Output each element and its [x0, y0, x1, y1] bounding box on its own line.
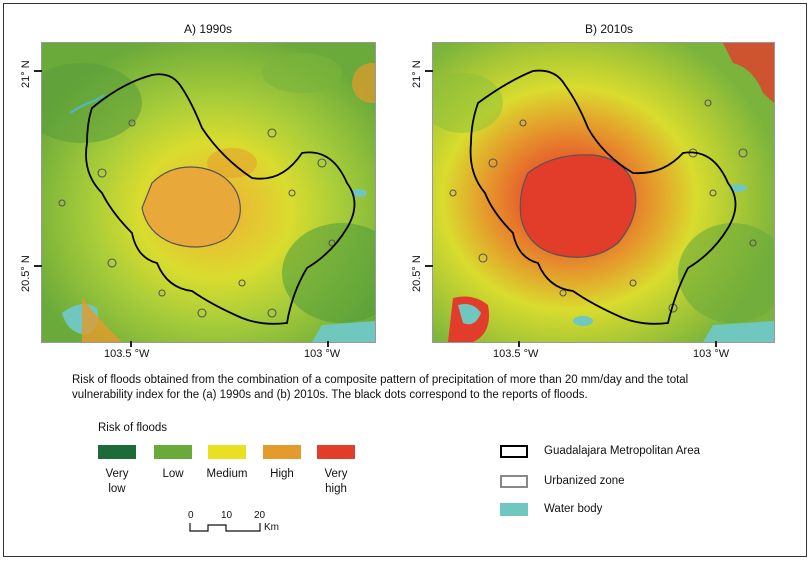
lon-label-103-a: 103 °W: [304, 348, 341, 360]
map-title-1990s: A) 1990s: [184, 22, 233, 36]
lon-tick-1035-a: [130, 341, 132, 347]
lat-tick-21-a: [34, 70, 42, 72]
swatch-very-low: [98, 445, 136, 459]
legend-urbanized-box: [500, 475, 528, 488]
lon-label-103-b: 103 °W: [693, 348, 730, 360]
scale-tick-0: 0: [188, 510, 194, 521]
lon-tick-103-b: [715, 341, 717, 347]
lon-label-1035-b: 103.5 °W: [493, 348, 539, 360]
scale-unit: Km: [264, 522, 279, 533]
lon-tick-103-a: [327, 341, 329, 347]
swatch-medium: [208, 445, 246, 459]
figure-frame: [3, 3, 807, 557]
lat-label-205-a: 20.5° N: [20, 255, 32, 292]
lat-label-21-a: 21° N: [20, 60, 32, 88]
label-very-high: Very high: [324, 468, 348, 495]
legend-urbanized-label: Urbanized zone: [544, 475, 625, 487]
scale-tick-10: 10: [221, 510, 233, 521]
legend-metro-area-label: Guadalajara Metropolitan Area: [544, 445, 700, 457]
map-2010s: [432, 42, 775, 343]
risk-legend-title: Risk of floods: [98, 422, 168, 434]
label-very-low: Very low: [105, 468, 129, 495]
legend-water-box: [500, 503, 528, 516]
map-title-2010s: B) 2010s: [585, 22, 634, 36]
scale-bar: [189, 523, 261, 532]
label-medium: Medium: [206, 468, 248, 480]
lat-label-205-b: 20.5° N: [411, 255, 423, 292]
lat-tick-205-a: [34, 265, 42, 267]
lon-label-1035-a: 103.5 °W: [104, 348, 150, 360]
lon-tick-1035-b: [518, 341, 520, 347]
label-low: Low: [162, 468, 184, 480]
scale-tick-20: 20: [254, 510, 266, 521]
map-1990s: [41, 42, 376, 343]
lat-tick-21-b: [425, 70, 433, 72]
legend-metro-area-box: [500, 445, 528, 458]
swatch-low: [154, 445, 192, 459]
lat-tick-205-b: [425, 265, 433, 267]
legend-water-label: Water body: [544, 503, 603, 515]
figure-caption: Risk of floods obtained from the combina…: [72, 374, 689, 401]
swatch-very-high: [317, 445, 355, 459]
label-high: High: [270, 468, 294, 480]
swatch-high: [263, 445, 301, 459]
lat-label-21-b: 21° N: [411, 60, 423, 88]
